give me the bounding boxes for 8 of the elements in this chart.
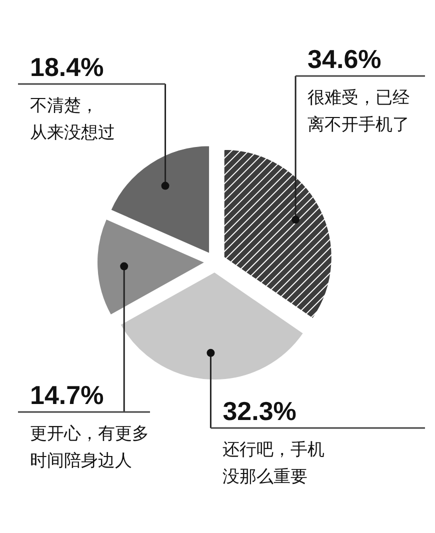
slice-label: 还行吧，手机没那么重要 (222, 440, 325, 486)
slice-label: 很难受，已经离不开手机了 (308, 88, 410, 134)
slice-label: 不清楚，从来没想过 (30, 96, 115, 142)
data-label: 18.4% (30, 52, 104, 82)
data-label: 14.7% (30, 380, 104, 410)
data-label: 32.3% (222, 396, 296, 426)
data-label: 34.6% (308, 44, 382, 74)
slice-label: 更开心，有更多时间陪身边人 (30, 424, 149, 470)
